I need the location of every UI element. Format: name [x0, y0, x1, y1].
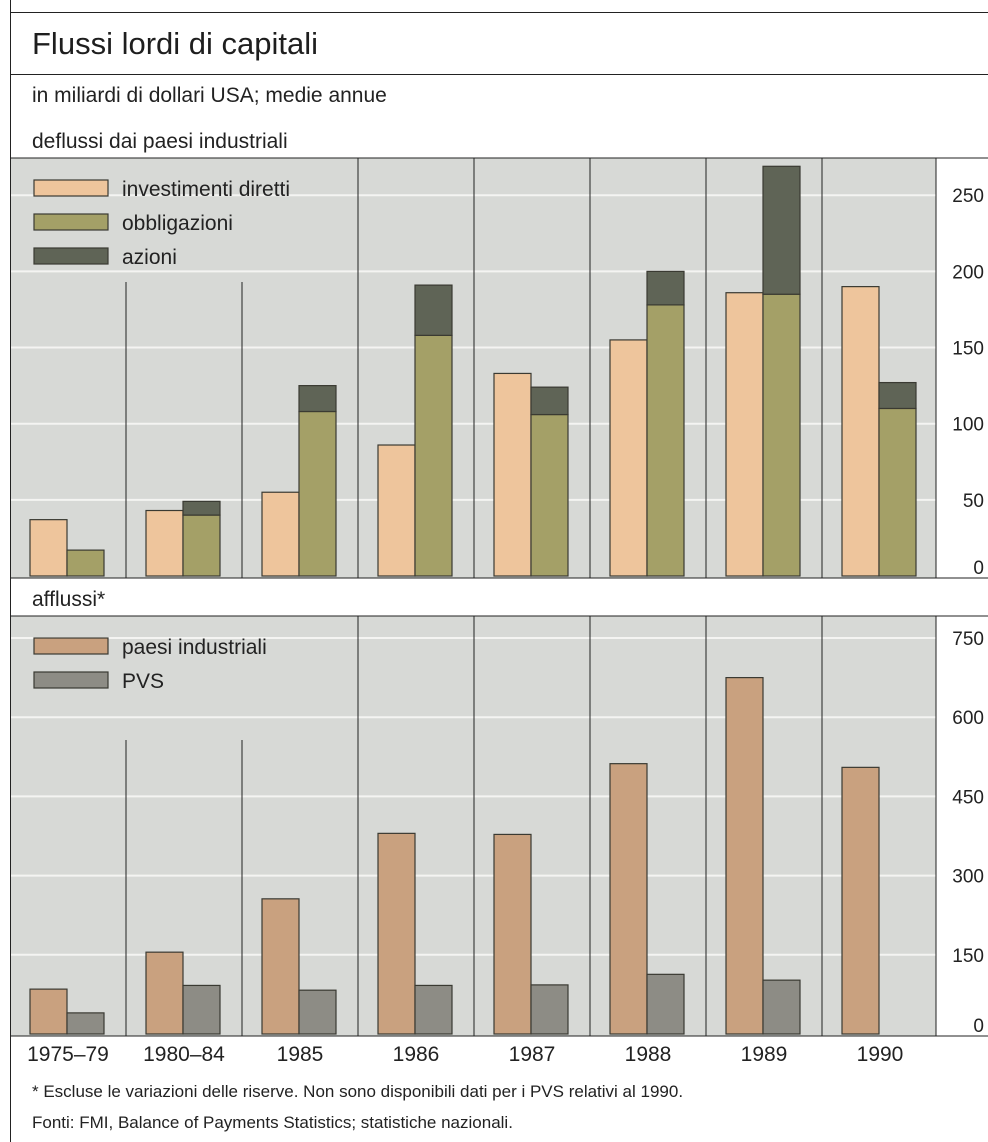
footnote-sources: Fonti: FMI, Balance of Payments Statisti…: [32, 1113, 513, 1132]
x-tick-label: 1990: [857, 1043, 904, 1066]
bar: [261, 898, 300, 1035]
bar: [725, 676, 764, 1035]
bar: [414, 334, 453, 577]
bar: [609, 339, 648, 577]
y-tick-label: 750: [952, 629, 984, 650]
legend-label: PVS: [122, 670, 164, 693]
y-tick-label: 50: [963, 491, 984, 512]
divider: [10, 74, 988, 75]
y-tick-label: 100: [952, 415, 984, 436]
x-tick-label: 1975–79: [27, 1043, 109, 1066]
legend-swatch: [33, 637, 109, 655]
bar: [646, 270, 685, 306]
bar: [530, 386, 569, 416]
bar: [145, 509, 184, 577]
bar: [878, 407, 917, 577]
y-tick-label: 150: [952, 946, 984, 967]
bar: [841, 766, 880, 1035]
y-tick-label: 450: [952, 787, 984, 808]
y-tick-label: 150: [952, 339, 984, 360]
bar: [377, 444, 416, 577]
bar: [493, 372, 532, 577]
bar: [182, 984, 221, 1035]
legend-swatch: [33, 671, 109, 689]
footnote-note: * Escluse le variazioni delle riserve. N…: [32, 1082, 684, 1101]
bar: [878, 381, 917, 410]
frame-top-border: [10, 12, 988, 13]
frame-left-border: [10, 0, 11, 1142]
y-tick-label: 600: [952, 708, 984, 729]
x-tick-label: 1980–84: [143, 1043, 225, 1066]
legend-label: investimenti diretti: [122, 178, 290, 201]
legend-swatch: [33, 179, 109, 197]
legend-label: paesi industriali: [122, 636, 267, 659]
y-tick-label: 250: [952, 186, 984, 207]
bar: [261, 491, 300, 577]
bar: [646, 304, 685, 577]
bar: [762, 979, 801, 1035]
legend-swatch: [33, 247, 109, 265]
legend-label: azioni: [122, 246, 177, 269]
bar: [298, 385, 337, 413]
bar: [298, 410, 337, 577]
bar: [762, 165, 801, 295]
x-tick-label: 1985: [277, 1043, 324, 1066]
bar: [182, 500, 221, 516]
bar: [493, 833, 532, 1035]
bar: [182, 514, 221, 577]
bar: [298, 989, 337, 1035]
y-tick-label: 0: [973, 558, 984, 579]
bar: [530, 413, 569, 577]
bar: [66, 549, 105, 577]
bar: [414, 284, 453, 336]
bar: [646, 973, 685, 1035]
upper-panel-title: deflussi dai paesi industriali: [32, 130, 288, 153]
bar: [530, 984, 569, 1035]
chart-subtitle: in miliardi di dollari USA; medie annue: [32, 84, 387, 107]
bar: [29, 519, 68, 577]
bar: [145, 951, 184, 1035]
chart-title: Flussi lordi di capitali: [32, 26, 318, 61]
bar: [377, 832, 416, 1035]
bar: [841, 286, 880, 577]
legend-label: obbligazioni: [122, 212, 233, 235]
legend-swatch: [33, 213, 109, 231]
x-tick-label: 1988: [625, 1043, 672, 1066]
x-tick-label: 1989: [741, 1043, 788, 1066]
y-tick-label: 300: [952, 867, 984, 888]
lower-panel-title: afflussi*: [32, 588, 106, 611]
x-tick-label: 1986: [393, 1043, 440, 1066]
y-tick-label: 0: [973, 1016, 984, 1037]
x-tick-label: 1987: [509, 1043, 556, 1066]
bar: [414, 984, 453, 1035]
bar: [725, 292, 764, 577]
bar: [29, 988, 68, 1035]
bar: [609, 763, 648, 1035]
bar: [762, 293, 801, 577]
y-tick-label: 200: [952, 262, 984, 283]
bar: [66, 1012, 105, 1035]
